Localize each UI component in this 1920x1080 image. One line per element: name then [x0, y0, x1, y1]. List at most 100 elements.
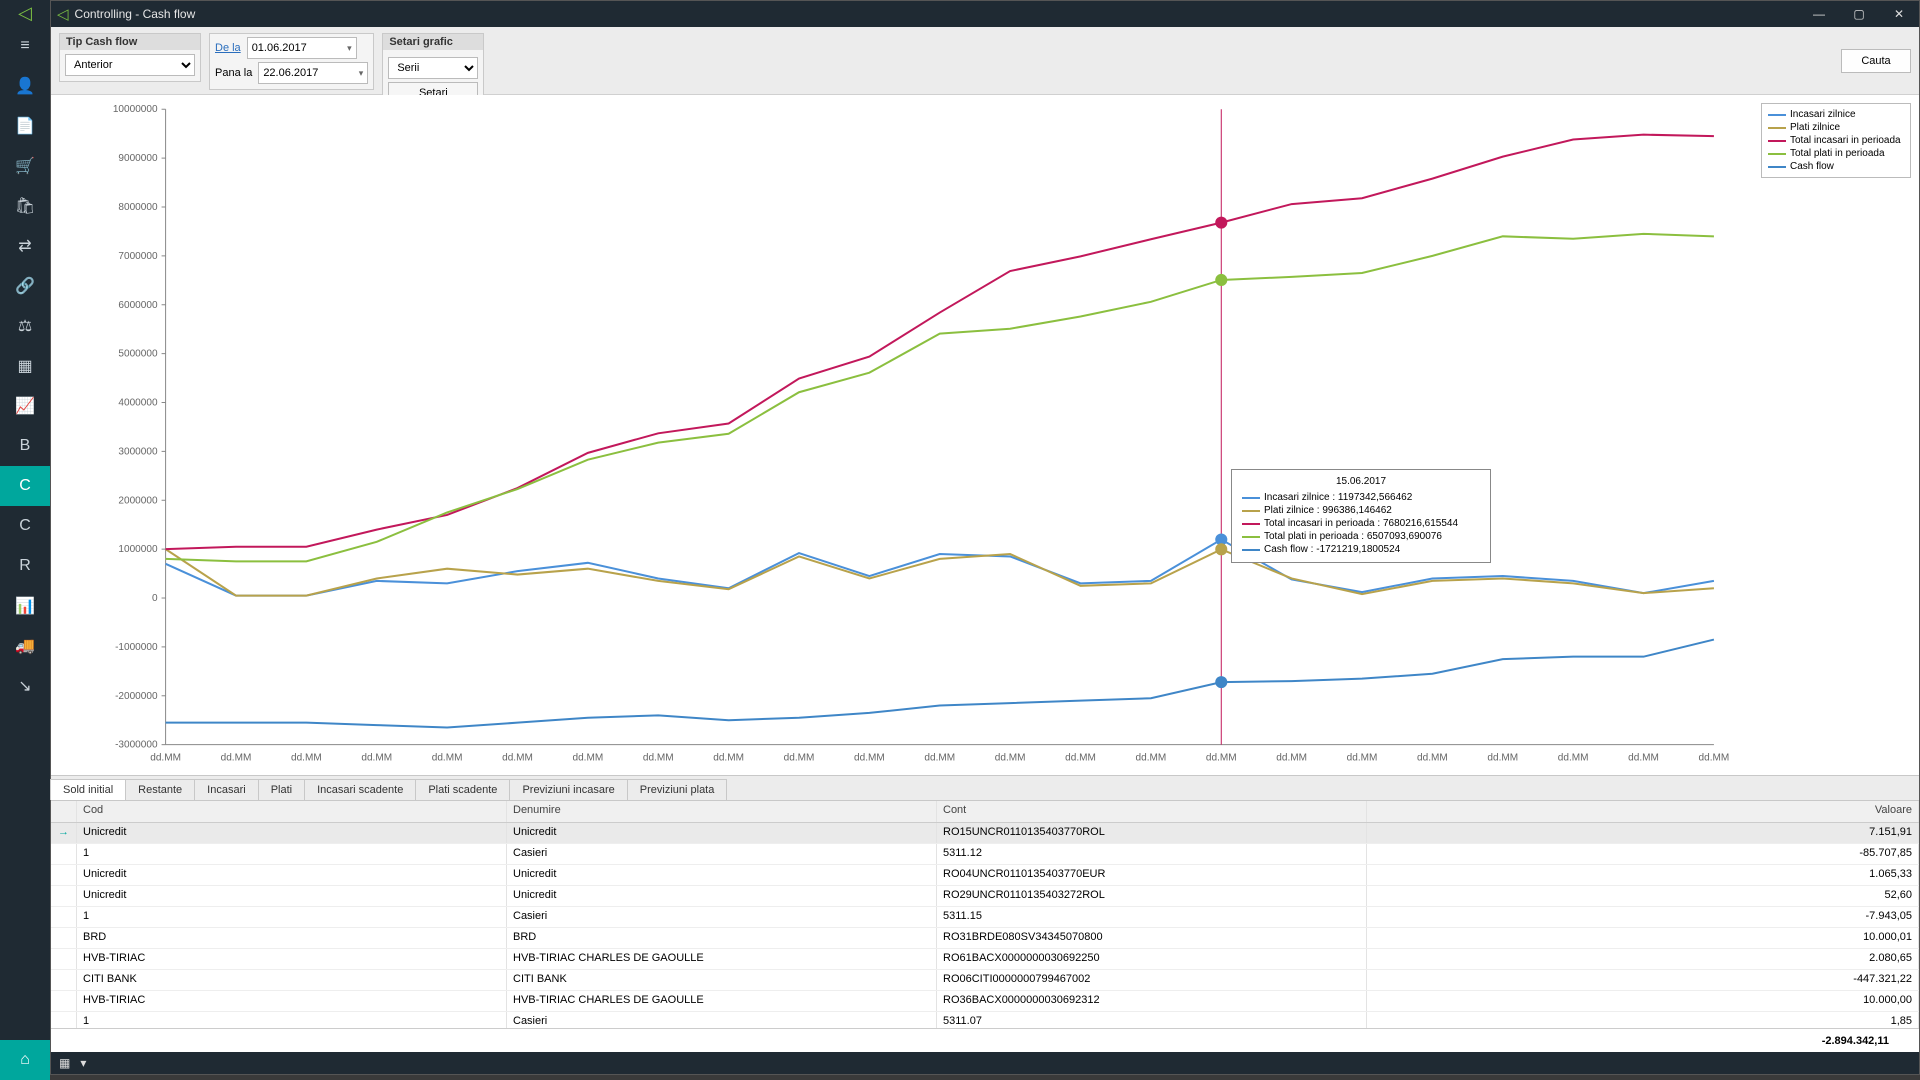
svg-text:dd.MM: dd.MM [432, 753, 463, 764]
filter-group-dates: De la 01.06.2017 Pana la 22.06.2017 [209, 33, 374, 90]
data-grid: Cod Denumire Cont Valoare →UnicreditUnic… [51, 801, 1919, 1052]
cashflow-type-select[interactable]: Anterior [65, 54, 195, 76]
sidebar-item[interactable]: ⇄ [0, 226, 50, 266]
sidebar-item[interactable]: ≡ [0, 26, 50, 66]
table-row[interactable]: →UnicreditUnicreditRO15UNCR0110135403770… [51, 823, 1919, 844]
tab-plati[interactable]: Plati [258, 779, 305, 800]
minimize-button[interactable]: — [1799, 1, 1839, 27]
chart-tooltip: 15.06.2017 Incasari zilnice : 1197342,56… [1231, 469, 1491, 563]
sidebar-item[interactable]: ↘ [0, 666, 50, 706]
table-row[interactable]: 1Casieri5311.15-7.943,05 [51, 907, 1919, 928]
table-row[interactable]: HVB-TIRIACHVB-TIRIAC CHARLES DE GAOULLER… [51, 949, 1919, 970]
date-to-input[interactable]: 22.06.2017 [258, 62, 368, 84]
home-button[interactable]: ⌂ [0, 1040, 50, 1080]
table-row[interactable]: UnicreditUnicreditRO04UNCR0110135403770E… [51, 865, 1919, 886]
svg-text:10000000: 10000000 [113, 104, 158, 115]
sidebar-item[interactable]: 📊 [0, 586, 50, 626]
svg-text:dd.MM: dd.MM [643, 753, 674, 764]
svg-text:dd.MM: dd.MM [221, 753, 252, 764]
maximize-button[interactable]: ▢ [1839, 1, 1879, 27]
grid-body[interactable]: →UnicreditUnicreditRO15UNCR0110135403770… [51, 823, 1919, 1028]
sidebar-item[interactable]: ▦ [0, 346, 50, 386]
svg-text:dd.MM: dd.MM [291, 753, 322, 764]
sidebar-item[interactable]: 🚚 [0, 626, 50, 666]
svg-text:dd.MM: dd.MM [150, 753, 181, 764]
window-title: Controlling - Cash flow [75, 7, 196, 21]
sidebar-item[interactable]: C [0, 466, 50, 506]
sidebar-item[interactable]: 👤 [0, 66, 50, 106]
date-from-label[interactable]: De la [215, 42, 241, 54]
app-logo-icon: ◁ [0, 0, 50, 26]
svg-text:7000000: 7000000 [118, 251, 158, 262]
svg-text:-2000000: -2000000 [115, 691, 158, 702]
svg-text:4000000: 4000000 [118, 398, 158, 409]
sidebar-item[interactable]: 🛒 [0, 146, 50, 186]
date-from-input[interactable]: 01.06.2017 [247, 37, 357, 59]
svg-text:8000000: 8000000 [118, 202, 158, 213]
table-row[interactable]: CITI BANKCITI BANKRO06CITI00000007994670… [51, 970, 1919, 991]
table-row[interactable]: HVB-TIRIACHVB-TIRIAC CHARLES DE GAOULLER… [51, 991, 1919, 1012]
status-icon-grid[interactable]: ▦ [59, 1056, 70, 1070]
sidebar-item[interactable]: 🔗 [0, 266, 50, 306]
svg-text:dd.MM: dd.MM [1487, 753, 1518, 764]
table-row[interactable]: BRDBRDRO31BRDE080SV3434507080010.000,01 [51, 928, 1919, 949]
table-row[interactable]: 1Casieri5311.071,85 [51, 1012, 1919, 1028]
grid-footer: -2.894.342,11 [51, 1028, 1919, 1052]
svg-text:9000000: 9000000 [118, 153, 158, 164]
sidebar-item[interactable]: C [0, 506, 50, 546]
svg-text:dd.MM: dd.MM [713, 753, 744, 764]
filter-group-type: Tip Cash flow Anterior [59, 33, 201, 82]
table-row[interactable]: 1Casieri5311.12-85.707,85 [51, 844, 1919, 865]
tab-incasari-scadente[interactable]: Incasari scadente [304, 779, 416, 800]
filter-chart-title: Setari grafic [383, 34, 483, 50]
svg-text:dd.MM: dd.MM [1417, 753, 1448, 764]
filter-type-title: Tip Cash flow [60, 34, 200, 50]
col-val[interactable]: Valoare [1367, 801, 1919, 822]
sidebar-item[interactable]: B [0, 426, 50, 466]
sidebar-item[interactable]: 📈 [0, 386, 50, 426]
svg-text:dd.MM: dd.MM [784, 753, 815, 764]
sidebar-item[interactable]: 📄 [0, 106, 50, 146]
svg-text:dd.MM: dd.MM [854, 753, 885, 764]
chart-series-select[interactable]: Serii [388, 57, 478, 79]
app-sidebar: ◁ ≡👤📄🛒🛍⇄🔗⚖▦📈BCCR📊🚚↘ ⌂ [0, 0, 50, 1080]
svg-text:dd.MM: dd.MM [1276, 753, 1307, 764]
tab-restante[interactable]: Restante [125, 779, 195, 800]
svg-text:dd.MM: dd.MM [1699, 753, 1730, 764]
col-den[interactable]: Denumire [507, 801, 937, 822]
svg-text:dd.MM: dd.MM [924, 753, 955, 764]
table-row[interactable]: UnicreditUnicreditRO29UNCR0110135403272R… [51, 886, 1919, 907]
tab-plati-scadente[interactable]: Plati scadente [415, 779, 510, 800]
svg-text:dd.MM: dd.MM [1136, 753, 1167, 764]
titlebar: ◁ Controlling - Cash flow — ▢ ✕ [51, 1, 1919, 27]
chart-area: -3000000-2000000-10000000100000020000003… [51, 95, 1919, 775]
col-cod[interactable]: Cod [77, 801, 507, 822]
sidebar-item[interactable]: ⚖ [0, 306, 50, 346]
window-logo-icon: ◁ [57, 5, 69, 23]
statusbar: ▦ ▾ [51, 1052, 1919, 1074]
sidebar-item[interactable]: R [0, 546, 50, 586]
cashflow-chart: -3000000-2000000-10000000100000020000003… [55, 99, 1915, 775]
tab-sold-initial[interactable]: Sold initial [50, 779, 126, 800]
svg-text:1000000: 1000000 [118, 544, 158, 555]
svg-text:dd.MM: dd.MM [1206, 753, 1237, 764]
search-button[interactable]: Cauta [1841, 49, 1911, 73]
svg-text:-1000000: -1000000 [115, 642, 158, 653]
tab-incasari[interactable]: Incasari [194, 779, 259, 800]
svg-text:dd.MM: dd.MM [1628, 753, 1659, 764]
svg-text:dd.MM: dd.MM [1065, 753, 1096, 764]
grid-total: -2.894.342,11 [1822, 1035, 1919, 1047]
status-icon-dropdown[interactable]: ▾ [80, 1056, 86, 1070]
date-to-label: Pana la [215, 67, 252, 79]
svg-text:dd.MM: dd.MM [1558, 753, 1589, 764]
col-cont[interactable]: Cont [937, 801, 1367, 822]
sidebar-item[interactable]: 🛍 [0, 186, 50, 226]
tab-previziuni-plata[interactable]: Previziuni plata [627, 779, 728, 800]
svg-text:dd.MM: dd.MM [502, 753, 533, 764]
main-window: ◁ Controlling - Cash flow — ▢ ✕ Tip Cash… [50, 0, 1920, 1075]
tab-previziuni-incasare[interactable]: Previziuni incasare [509, 779, 627, 800]
close-button[interactable]: ✕ [1879, 1, 1919, 27]
tooltip-date: 15.06.2017 [1242, 476, 1480, 487]
svg-text:6000000: 6000000 [118, 300, 158, 311]
svg-text:0: 0 [152, 593, 158, 604]
